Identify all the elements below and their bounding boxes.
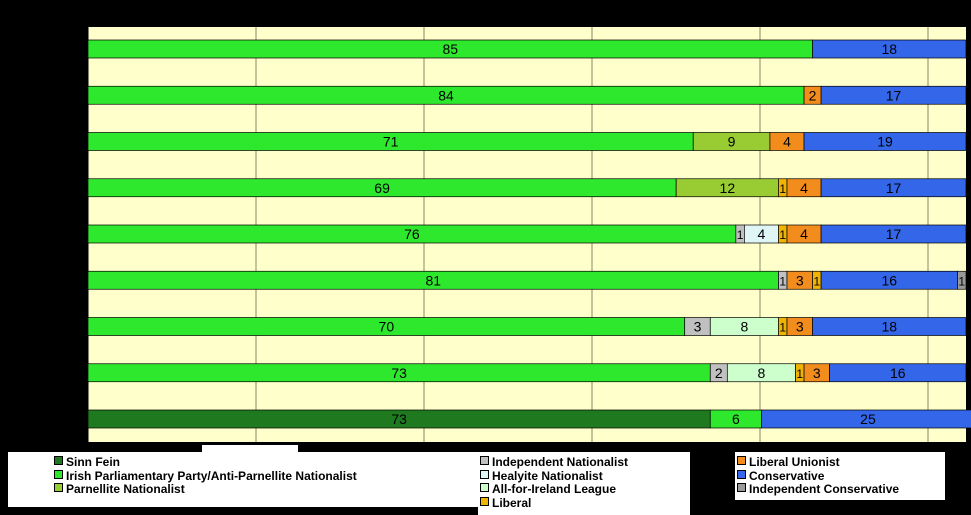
data-label: 4 [783, 134, 791, 150]
data-label: 1 [813, 274, 820, 288]
bar-segment [761, 409, 971, 429]
legend-panel [478, 452, 690, 515]
bar-segment [957, 270, 967, 290]
legend-label: Healyite Nationalist [492, 468, 603, 483]
data-label: 1 [779, 321, 786, 335]
data-label: 2 [715, 365, 723, 381]
data-label: 3 [796, 272, 804, 288]
legend-swatch [54, 456, 63, 465]
data-label: 17 [886, 87, 902, 103]
legend-item: Irish Parliamentary Party/Anti-Parnellit… [54, 468, 357, 483]
data-label: 9 [728, 134, 736, 150]
data-label: 17 [886, 180, 902, 196]
bar: 85 18 [87, 39, 967, 59]
legend-label: Conservative [749, 468, 825, 483]
legend-label: Irish Parliamentary Party/Anti-Parnellit… [66, 468, 357, 483]
legend-swatch [737, 483, 746, 492]
data-label: 81 [425, 272, 441, 288]
data-label: 8 [758, 365, 766, 381]
legend-label: All-for-Ireland League [492, 482, 617, 496]
data-label: 6 [732, 411, 740, 427]
data-label: 1 [796, 367, 803, 381]
data-label: 4 [800, 180, 808, 196]
bar-segment [820, 178, 967, 198]
legend-panel [8, 452, 478, 507]
data-label: 1 [779, 228, 786, 242]
data-label: 2 [809, 87, 817, 103]
legend-swatch [737, 469, 746, 479]
data-label: 85 [442, 41, 458, 57]
legend-label: Sinn Fein [66, 455, 120, 469]
legend-item: Conservative [737, 468, 825, 483]
legend-swatch [54, 469, 63, 479]
data-label: 1 [737, 228, 744, 242]
legend-item: Liberal [480, 495, 532, 510]
data-label: 1 [958, 274, 965, 288]
legend-swatch [480, 456, 489, 465]
data-label: 3 [694, 319, 702, 335]
data-label: 8 [740, 319, 748, 335]
data-label: 17 [886, 226, 902, 242]
legend-item: All-for-Ireland League [480, 483, 616, 496]
bar: 69 12 1 4 17 [87, 178, 967, 198]
bar-segment [820, 224, 967, 244]
bar: 84 2 17 [87, 85, 967, 105]
legend-label: Liberal [492, 495, 532, 510]
data-label: 1 [779, 274, 786, 288]
legend-swatch [480, 483, 489, 492]
legend-item: Sinn Fein [54, 456, 120, 469]
data-label: 19 [877, 134, 893, 150]
legend-swatch [480, 469, 489, 479]
legend-item: Independent Conservative [737, 483, 899, 496]
data-label: 25 [860, 411, 876, 427]
bar-segment [803, 132, 967, 151]
bar-segment [812, 39, 967, 59]
legend-swatch [480, 496, 489, 506]
data-label: 3 [813, 365, 821, 381]
data-label: 73 [391, 365, 407, 381]
legend-item: Parnellite Nationalist [54, 483, 185, 496]
legend-swatch [737, 456, 746, 465]
data-label: 76 [404, 226, 420, 242]
data-label: 16 [890, 365, 906, 381]
bar: 73 2 8 1 3 16 [87, 363, 967, 383]
bar: 71 9 4 19 [87, 132, 967, 151]
legend-label: Independent Conservative [749, 482, 900, 496]
legend-item: Healyite Nationalist [480, 468, 603, 483]
bar: 70 3 8 1 3 18 [87, 317, 967, 336]
data-label: 3 [796, 319, 804, 335]
bar-segment [829, 363, 967, 383]
bar: 736251 [87, 409, 971, 429]
data-label: 69 [374, 180, 390, 196]
data-label: 18 [881, 319, 897, 335]
data-label: 71 [383, 134, 399, 150]
data-label: 1 [779, 182, 786, 196]
bar-segment [812, 317, 967, 336]
legend-label: Parnellite Nationalist [66, 482, 185, 496]
legend-panel [202, 445, 298, 455]
data-label: 73 [391, 411, 407, 427]
data-label: 84 [438, 87, 454, 103]
bar: 76 1 4 1 4 17 [87, 224, 967, 244]
data-label: 4 [800, 226, 808, 242]
legend-panel [735, 452, 945, 500]
data-label: 12 [720, 180, 736, 196]
bar-segment [820, 85, 967, 105]
legend-item: Independent Nationalist [480, 456, 628, 469]
bar: 81 1 3 1 16 1 [87, 270, 967, 290]
data-label: 4 [758, 226, 766, 242]
legend-swatch [54, 483, 63, 492]
data-label: 18 [881, 41, 897, 57]
legend-item: Liberal Unionist [737, 456, 840, 469]
legend-label: Liberal Unionist [749, 455, 840, 469]
data-label: 70 [379, 319, 395, 335]
legend-label: Independent Nationalist [492, 455, 629, 469]
data-label: 16 [881, 272, 897, 288]
